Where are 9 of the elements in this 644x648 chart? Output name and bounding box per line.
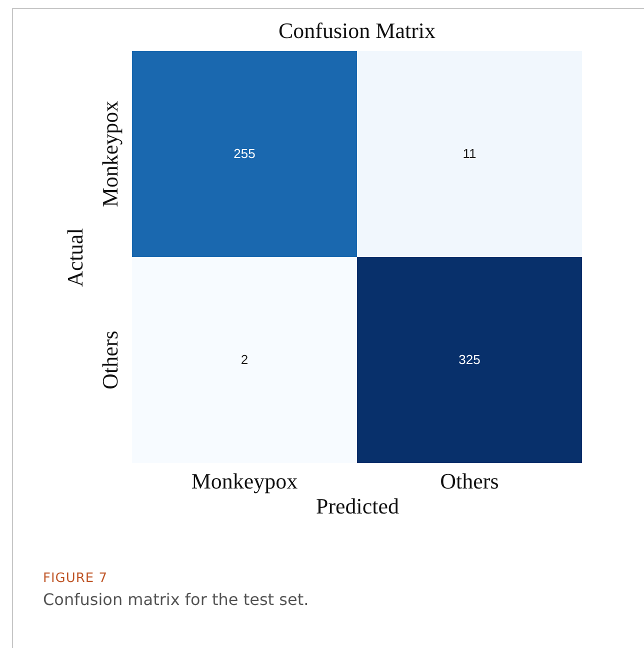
x-axis-title: Predicted <box>316 494 400 518</box>
text: Confusion matrix for the test set. <box>43 590 309 609</box>
y-axis-title: Actual <box>62 228 88 287</box>
chart-title: Confusion Matrix <box>278 18 436 43</box>
data-label: 325 <box>458 352 480 367</box>
data-label: 2 <box>240 352 248 367</box>
caption: FIGURE 7 <box>43 571 109 586</box>
data-label: 11 <box>462 146 476 161</box>
data-label: 255 <box>234 146 256 161</box>
